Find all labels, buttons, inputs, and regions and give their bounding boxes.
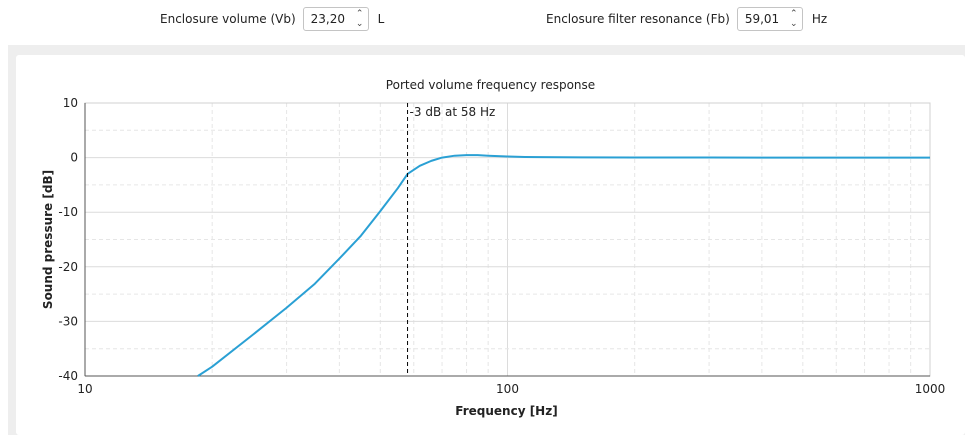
resonance-spinbox[interactable]: 59,01 ⌃ ⌄: [736, 7, 803, 31]
y-axis-title: Sound pressure [dB]: [41, 170, 55, 309]
response-curve: [197, 154, 930, 377]
x-tick-label: 100: [496, 382, 519, 396]
volume-decrement-icon[interactable]: ⌄: [355, 19, 364, 29]
resonance-label: Enclosure filter resonance (Fb): [546, 12, 730, 26]
resonance-control: Enclosure filter resonance (Fb) 59,01 ⌃ …: [546, 6, 827, 32]
volume-label: Enclosure volume (Vb): [160, 12, 296, 26]
volume-value[interactable]: 23,20: [310, 12, 346, 26]
toolbar: Enclosure volume (Vb) 23,20 ⌃ ⌄ L Enclos…: [0, 0, 965, 38]
resonance-stepper: ⌃ ⌄: [788, 8, 800, 30]
y-tick-label: -40: [58, 369, 78, 383]
y-tick-label: -30: [58, 314, 78, 328]
resonance-value[interactable]: 59,01: [744, 12, 780, 26]
volume-unit: L: [377, 12, 385, 26]
y-tick-label: -20: [58, 260, 78, 274]
chart-title: Ported volume frequency response: [386, 78, 595, 92]
volume-increment-icon[interactable]: ⌃: [355, 9, 364, 19]
resonance-increment-icon[interactable]: ⌃: [790, 9, 798, 19]
x-tick-label: 10: [77, 382, 92, 396]
y-tick-label: 0: [70, 151, 78, 165]
volume-control: Enclosure volume (Vb) 23,20 ⌃ ⌄ L: [160, 6, 384, 32]
resonance-unit: Hz: [811, 12, 828, 26]
volume-stepper: ⌃ ⌄: [354, 8, 366, 30]
x-axis-title: Frequency [Hz]: [455, 404, 557, 418]
resonance-decrement-icon[interactable]: ⌄: [790, 19, 798, 29]
x-tick-label: 1000: [915, 382, 946, 396]
y-tick-label: 10: [63, 96, 78, 110]
y-tick-label: -10: [58, 205, 78, 219]
volume-spinbox[interactable]: 23,20 ⌃ ⌄: [302, 7, 369, 31]
cutoff-marker-label: -3 dB at 58 Hz: [410, 105, 496, 119]
